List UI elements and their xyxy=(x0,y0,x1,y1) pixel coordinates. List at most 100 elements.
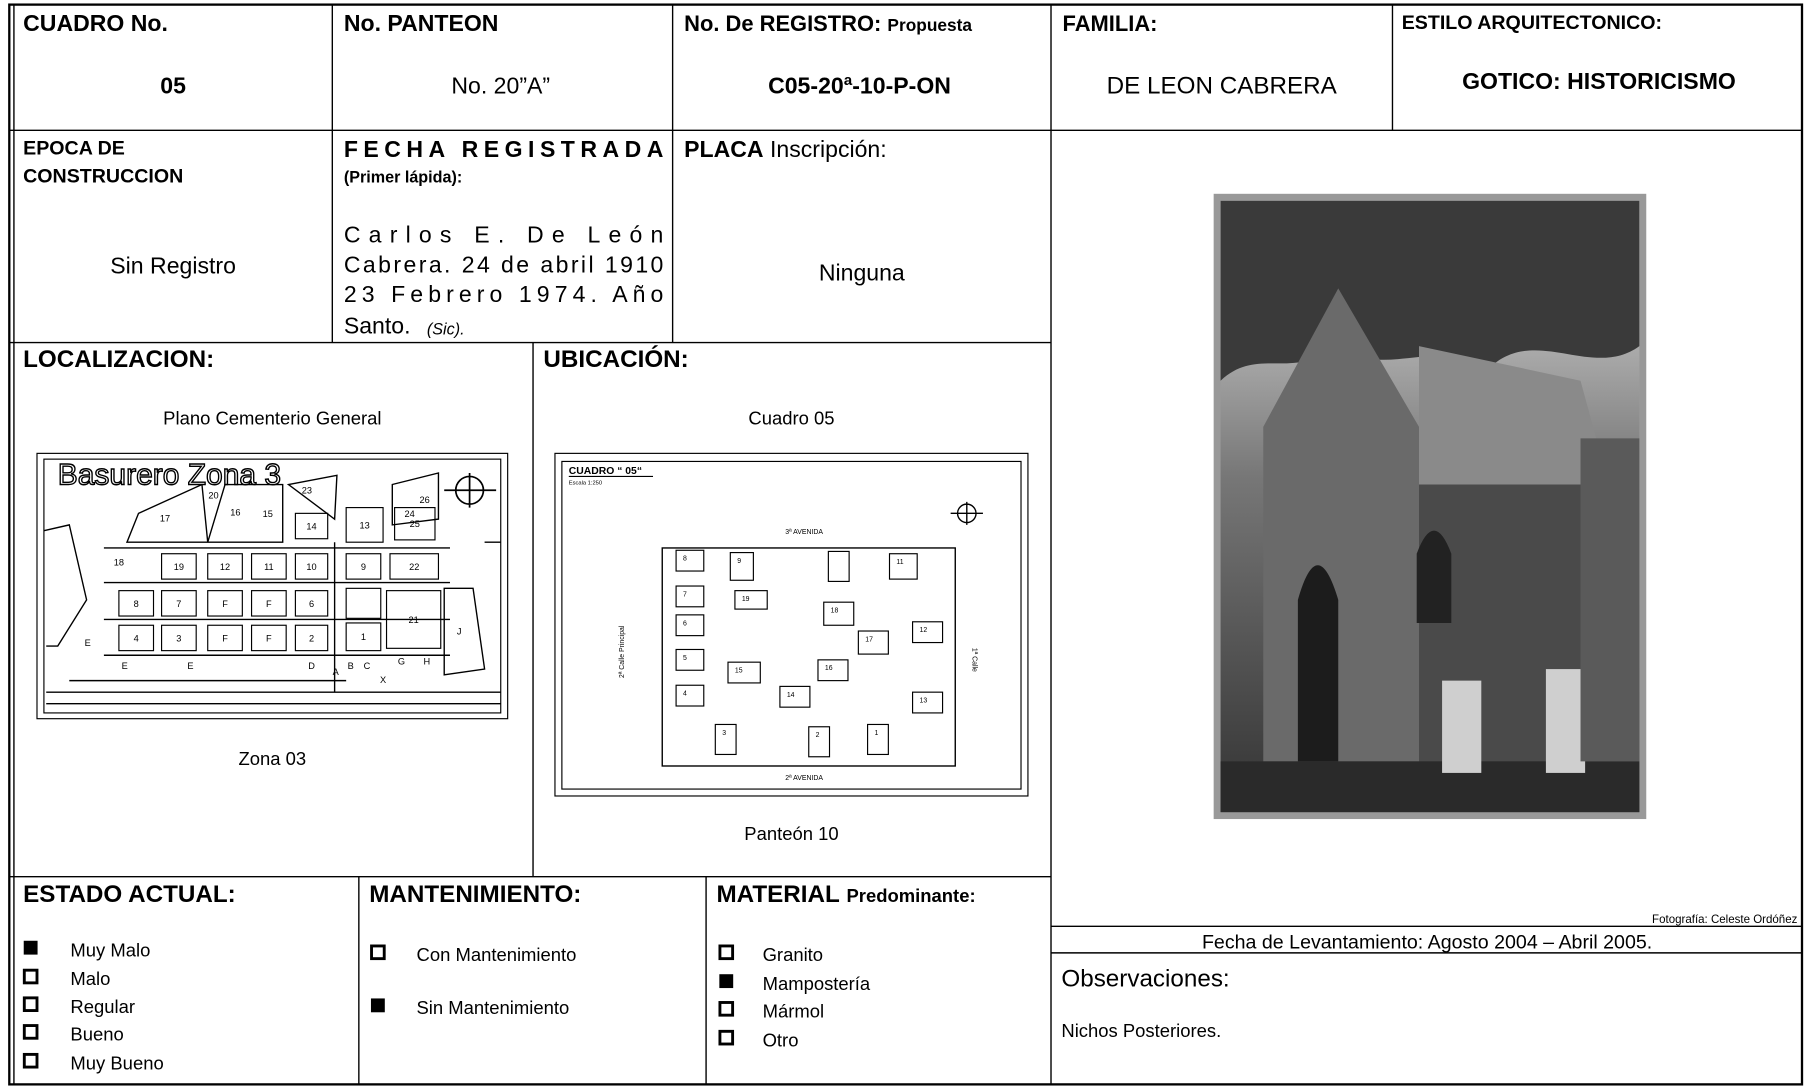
map-scale: Escala 1:250 xyxy=(569,481,602,487)
plot-label: 18 xyxy=(831,608,839,615)
plot-label: 4 xyxy=(134,633,139,643)
plot-label: F xyxy=(222,599,228,609)
checkbox xyxy=(22,968,39,985)
plot-label: 9 xyxy=(361,562,366,572)
option-label: Con Mantenimiento xyxy=(417,944,577,965)
checkbox-checked xyxy=(370,998,385,1013)
label: MANTENIMIENTO: xyxy=(369,881,581,908)
sublabel: (Primer lápida): xyxy=(344,168,462,186)
photo xyxy=(1213,193,1647,820)
note: (Sic). xyxy=(427,321,465,339)
plot-label: 4 xyxy=(683,691,687,698)
label: PLACA xyxy=(684,136,764,162)
value-line: Carlos E. De León xyxy=(344,221,664,247)
survey-date: Fecha de Levantamiento: Agosto 2004 – Ab… xyxy=(1202,931,1652,953)
plot-label: 19 xyxy=(742,596,750,603)
plot-label: 19 xyxy=(174,562,184,572)
plot xyxy=(729,551,754,581)
label: No. PANTEON xyxy=(344,10,499,36)
plot xyxy=(857,630,889,655)
map-label: E xyxy=(122,661,128,671)
value: GOTICO: HISTORICISMO xyxy=(1462,68,1736,94)
map-label: J xyxy=(457,626,462,636)
map-label: E xyxy=(85,638,91,648)
map-label: X xyxy=(380,675,386,685)
plot xyxy=(345,622,382,652)
plot xyxy=(727,661,761,684)
plot xyxy=(294,590,329,617)
plot-label: 25 xyxy=(410,519,420,529)
label: PLACA Inscripción: xyxy=(684,136,887,162)
plot xyxy=(675,585,705,608)
plot-label: 15 xyxy=(735,668,743,675)
plot xyxy=(823,601,855,626)
plot xyxy=(675,684,705,707)
street-label: 2ª Calle Principal xyxy=(619,625,626,678)
plot-label: F xyxy=(266,633,272,643)
map-label: H xyxy=(424,656,431,666)
plot-label: 3 xyxy=(176,633,181,643)
plot xyxy=(345,553,382,580)
plot xyxy=(207,553,243,580)
plot-label: 2 xyxy=(309,633,314,643)
value-line: Santo. xyxy=(344,312,411,338)
value: Ninguna xyxy=(819,259,905,285)
map-label: A xyxy=(333,667,340,677)
label: ESTADO ACTUAL: xyxy=(23,881,236,908)
map-label: 20 xyxy=(208,490,218,500)
plot-label: 13 xyxy=(359,520,369,530)
plot-label: 6 xyxy=(683,620,687,627)
map-label: 18 xyxy=(114,557,124,567)
block-map: CUADRO “ 05“ Escala 1:250 3ª AVENIDA 2ª AVE… xyxy=(554,452,1029,797)
plot xyxy=(118,590,155,617)
plot xyxy=(734,590,768,610)
plot xyxy=(394,507,436,541)
plot-label: 12 xyxy=(919,627,927,634)
plot xyxy=(250,624,287,652)
checkbox xyxy=(718,944,735,961)
label: No. De REGISTRO: Propuesta xyxy=(684,11,972,36)
plot xyxy=(161,590,197,617)
map-label: C xyxy=(364,661,371,671)
plot-label: F xyxy=(266,599,272,609)
checkbox xyxy=(718,1029,735,1046)
plot xyxy=(294,624,329,652)
option-label: Mármol xyxy=(763,1000,824,1021)
label: MATERIAL Predominante: xyxy=(716,881,975,908)
plot xyxy=(250,553,287,580)
plot-label: 8 xyxy=(134,599,139,609)
plot-label: 16 xyxy=(825,665,833,672)
option-label: Regular xyxy=(70,996,135,1017)
plot xyxy=(808,726,831,758)
plot xyxy=(675,549,705,572)
map-label: 24 xyxy=(404,509,414,519)
plot-label: 17 xyxy=(865,636,873,643)
plot xyxy=(911,621,944,644)
option-label: Muy Malo xyxy=(70,939,150,960)
plot-label: 21 xyxy=(409,615,419,625)
plot xyxy=(817,659,849,682)
label: EPOCA DE xyxy=(23,138,125,160)
plot-label: 9 xyxy=(737,558,741,565)
plot-label: 7 xyxy=(176,599,181,609)
checkbox-checked xyxy=(719,974,734,989)
label: CONSTRUCCION xyxy=(23,165,183,187)
plot xyxy=(118,624,155,652)
map-label: 17 xyxy=(160,513,170,523)
plot-label: 10 xyxy=(306,562,316,572)
plot-label: 14 xyxy=(787,692,795,699)
checkbox xyxy=(22,996,39,1012)
option-label: Muy Bueno xyxy=(70,1052,163,1073)
option-label: Granito xyxy=(763,944,823,965)
label: UBICACIÓN: xyxy=(543,345,688,373)
checkbox xyxy=(22,1024,39,1040)
map-label: G xyxy=(398,656,405,666)
plot xyxy=(867,723,889,756)
plot-label: 1 xyxy=(361,632,366,642)
option-label: Mampostería xyxy=(763,973,871,994)
caption: Plano Cementerio General xyxy=(163,408,381,429)
value: C05-20ª-10-P-ON xyxy=(768,72,951,98)
plot xyxy=(161,624,197,652)
label-note: Predominante: xyxy=(847,885,976,906)
